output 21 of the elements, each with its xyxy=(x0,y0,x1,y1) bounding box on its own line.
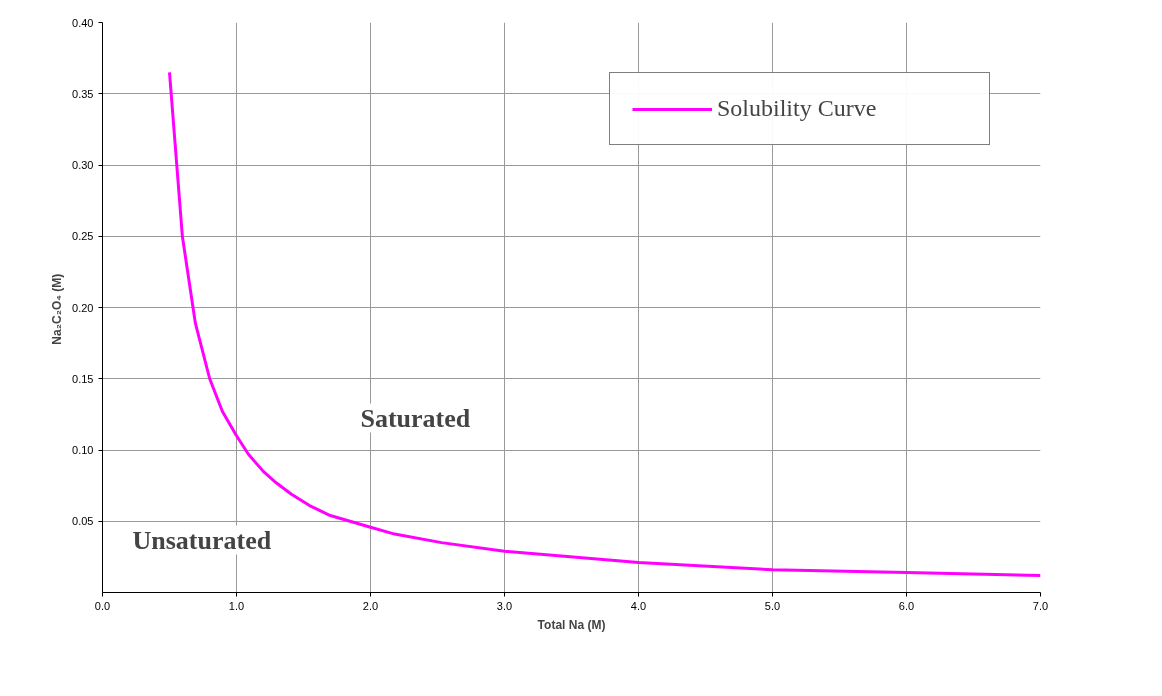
y-tick-label: 0.15 xyxy=(72,372,94,385)
x-tick-label: 5.0 xyxy=(764,599,781,612)
y-tick-label: 0.40 xyxy=(72,16,94,29)
y-tick-label: 0.10 xyxy=(72,444,94,456)
y-tick-label: 0.20 xyxy=(72,301,94,314)
annotation: Unsaturated xyxy=(132,525,272,555)
y-tick-label: 0.25 xyxy=(72,230,94,243)
x-tick-label: 6.0 xyxy=(898,599,915,612)
x-tick-label: 7.0 xyxy=(1032,599,1049,612)
y-axis-title: Na₂C₂O₄ (M) xyxy=(50,273,65,345)
y-tick-label: 0.30 xyxy=(72,159,94,171)
x-axis-title: Total Na (M) xyxy=(537,617,606,632)
x-tick-label: 1.0 xyxy=(228,599,245,612)
y-tick-label: 0.35 xyxy=(72,87,94,100)
x-tick-label: 2.0 xyxy=(362,599,379,612)
x-tick-label: 0.0 xyxy=(94,599,111,612)
y-tick-label: 0.05 xyxy=(72,515,94,528)
x-tick-label: 4.0 xyxy=(630,599,647,612)
annotation: Saturated xyxy=(360,403,471,433)
x-tick-label: 3.0 xyxy=(496,599,513,612)
legend-label: Solubility Curve xyxy=(717,95,878,122)
